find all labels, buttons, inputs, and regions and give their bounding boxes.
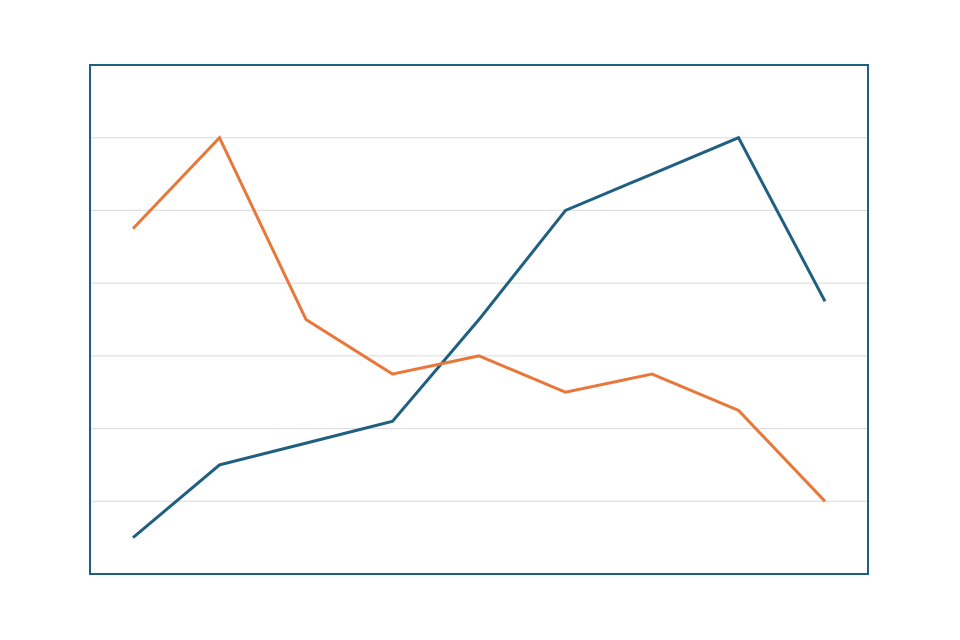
series-line-1 bbox=[132, 135, 827, 539]
plot-frame bbox=[89, 64, 869, 575]
series-lines bbox=[131, 135, 827, 539]
series-line-2 bbox=[131, 135, 827, 503]
